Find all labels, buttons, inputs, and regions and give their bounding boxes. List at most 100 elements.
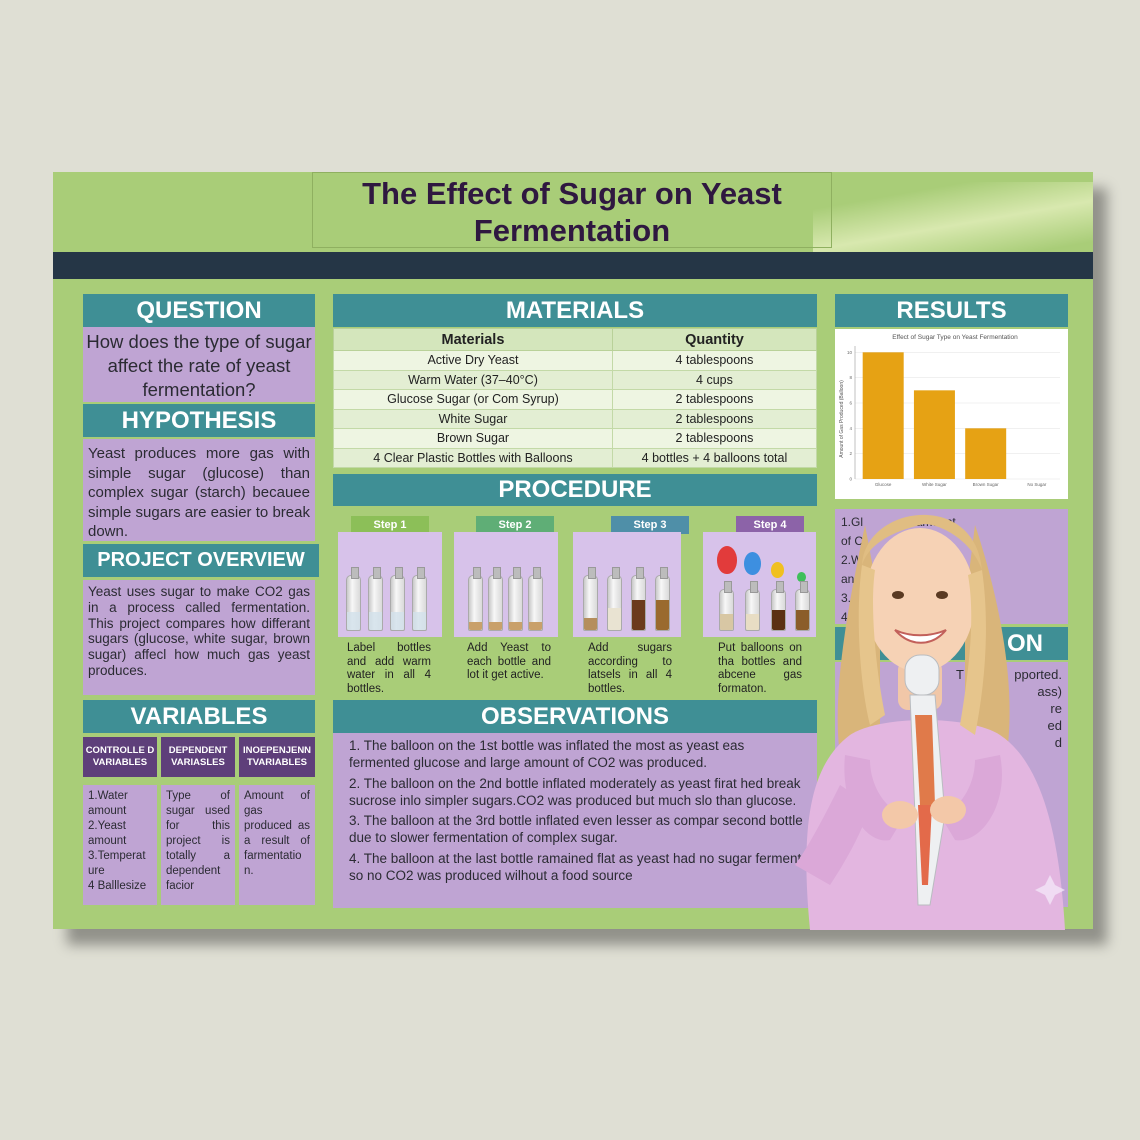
quantity-cell: 2 tablespoons	[611, 428, 818, 449]
overview-heading: PROJECT OVERVIEW	[83, 544, 319, 577]
question-text: How does the type of sugar affect the ra…	[83, 327, 315, 402]
quantity-column-header: Quantity	[611, 328, 818, 351]
table-row: 4 Clear Plastic Bottles with Balloons 4 b…	[333, 447, 818, 468]
controlled-variables-list: 1.Water amount 2.Yeast amount 3.Temperat…	[83, 785, 157, 905]
bottle-icon	[745, 581, 760, 631]
observation-item: 3. The balloon at the 3rd bottle inflate…	[349, 813, 803, 845]
bottle-icon	[368, 567, 383, 631]
chart-bar	[862, 352, 904, 479]
bottle-icon	[412, 567, 427, 631]
step-3-photo	[573, 532, 681, 637]
question-heading: QUESTION	[83, 294, 315, 327]
red-balloon-icon	[717, 546, 737, 574]
step-2-photo	[454, 532, 558, 637]
observation-item: 4. The balloon at the last bottle ramain…	[349, 850, 802, 883]
poster: The Effect of Sugar on Yeast Fermentatio…	[53, 172, 1093, 929]
y-tick-label: 2	[849, 451, 852, 456]
bottle-icon	[607, 567, 622, 631]
y-tick-label: 0	[849, 477, 852, 482]
material-cell: Glucose Sugar (or Com Syrup)	[333, 389, 613, 410]
dependent-variables-text: Type of sugar used for this project is t…	[161, 785, 235, 905]
x-tick-label: No Sugar	[1027, 482, 1047, 487]
title-line-1: The Effect of Sugar on Yeast	[362, 176, 782, 211]
y-tick-label: 10	[847, 350, 853, 355]
bottle-icon	[390, 567, 405, 631]
y-tick-label: 4	[849, 426, 852, 431]
results-chart: Effect of Sugar Type on Yeast Fermentati…	[835, 329, 1068, 499]
chart-y-axis-label: Amount of Gas Produced (Balloon)	[839, 380, 845, 458]
step-1-photo	[338, 532, 442, 637]
table-row: Brown Sugar 2 tablespoons	[333, 428, 818, 449]
bottle-icon	[719, 581, 734, 631]
step-4-tag: Step 4	[736, 516, 804, 534]
observations-heading: OBSERVATIONS	[333, 700, 817, 733]
table-row: Active Dry Yeast 4 tablespoons	[333, 350, 818, 371]
quantity-cell: 4 tablespoons	[611, 350, 818, 371]
conclusion-line: T pported.	[956, 667, 1062, 682]
y-tick-label: 8	[849, 375, 852, 380]
green-balloon-icon	[797, 572, 806, 582]
conclusion-line: ed	[978, 718, 1062, 733]
hypothesis-text: Yeast produces more gas with simple suga…	[83, 439, 315, 541]
conclusion-line: ass)	[979, 684, 1062, 699]
table-row: White Sugar 2 tablespoons	[333, 408, 818, 429]
material-cell: Active Dry Yeast	[333, 350, 613, 371]
step-1-tag: Step 1	[351, 516, 429, 534]
girl-with-anatomy-model-photo	[795, 514, 1065, 930]
table-row: Warm Water (37–40°C) 4 cups	[333, 369, 818, 390]
bottle-icon	[488, 567, 503, 631]
bottle-icon	[346, 567, 361, 631]
dependent-variables-label: DEPENDENT VARIASLES	[161, 737, 235, 777]
controlled-variables-label: CONTROLLE D VARIABLES	[83, 737, 157, 777]
results-line: of C	[841, 534, 864, 548]
material-cell: 4 Clear Plastic Bottles with Balloons	[333, 447, 613, 468]
list-item: 1.Water amount	[88, 790, 128, 817]
step-3-text: Add sugars according to latsels in all 4…	[588, 642, 672, 695]
observation-item: 2. The balloon on the 2nd bottle inflate…	[349, 775, 801, 808]
bar-chart: Effect of Sugar Type on Yeast Fermentati…	[839, 334, 1060, 487]
bottle-icon	[631, 567, 646, 631]
observations-text: 1. The balloon on the 1st bottle was inf…	[333, 733, 817, 908]
bottle-icon	[468, 567, 483, 631]
step-1-text: Label bottles and add warm water in all …	[347, 642, 431, 695]
independent-variables-text: Amount of gas produced as a result of fa…	[239, 785, 315, 905]
material-cell: Warm Water (37–40°C)	[333, 369, 613, 390]
bottle-icon	[583, 567, 598, 631]
blue-balloon-icon	[744, 552, 761, 575]
table-header-row: Materials Quantity	[333, 328, 818, 351]
quantity-cell: 2 tablespoons	[611, 408, 818, 429]
quantity-cell: 2 tablespoons	[611, 389, 818, 410]
hypothesis-heading: HYPOTHESIS	[83, 404, 315, 437]
material-cell: Brown Sugar	[333, 428, 613, 449]
title-divider-band	[53, 252, 1093, 279]
step-2-tag: Step 2	[476, 516, 554, 534]
bottle-icon	[508, 567, 523, 631]
quantity-cell: 4 bottles + 4 balloons total	[611, 447, 818, 468]
list-item: 3.Temperat ure	[88, 850, 146, 877]
yellow-balloon-icon	[771, 562, 784, 578]
bottle-icon	[771, 581, 786, 631]
bottle-icon	[528, 567, 543, 631]
bottle-icon	[655, 567, 670, 631]
bottle-icon	[795, 581, 810, 631]
light-glare	[813, 182, 1093, 262]
conclusion-line: re	[985, 701, 1062, 716]
results-line: ani	[841, 572, 858, 586]
x-tick-label: White Sugar	[922, 482, 947, 487]
step-4-photo	[703, 532, 816, 637]
y-tick-label: 6	[849, 401, 852, 406]
overview-text: Yeast uses sugar to make CO2 gas in a pr…	[83, 580, 315, 695]
independent-variables-label: INOEPENJENN TVARIABLES	[239, 737, 315, 777]
poster-title: The Effect of Sugar on Yeast Fermentatio…	[312, 172, 832, 248]
list-item: 4 Balllesize	[88, 880, 147, 892]
step-2-text: Add Yeast to each bottle and lot it get …	[467, 642, 551, 681]
step-3-tag: Step 3	[611, 516, 689, 534]
chart-title: Effect of Sugar Type on Yeast Fermentati…	[892, 334, 1018, 341]
step-4-text: Put balloons on tha bottles and abcene g…	[718, 642, 802, 695]
chart-bar	[965, 428, 1007, 479]
procedure-heading: PROCEDURE	[333, 474, 817, 506]
chart-bar	[913, 390, 955, 479]
list-item: 2.Yeast amount	[88, 820, 127, 847]
observation-item: 1. The balloon on the 1st bottle was inf…	[349, 738, 745, 770]
results-heading: RESULTS	[835, 294, 1068, 327]
